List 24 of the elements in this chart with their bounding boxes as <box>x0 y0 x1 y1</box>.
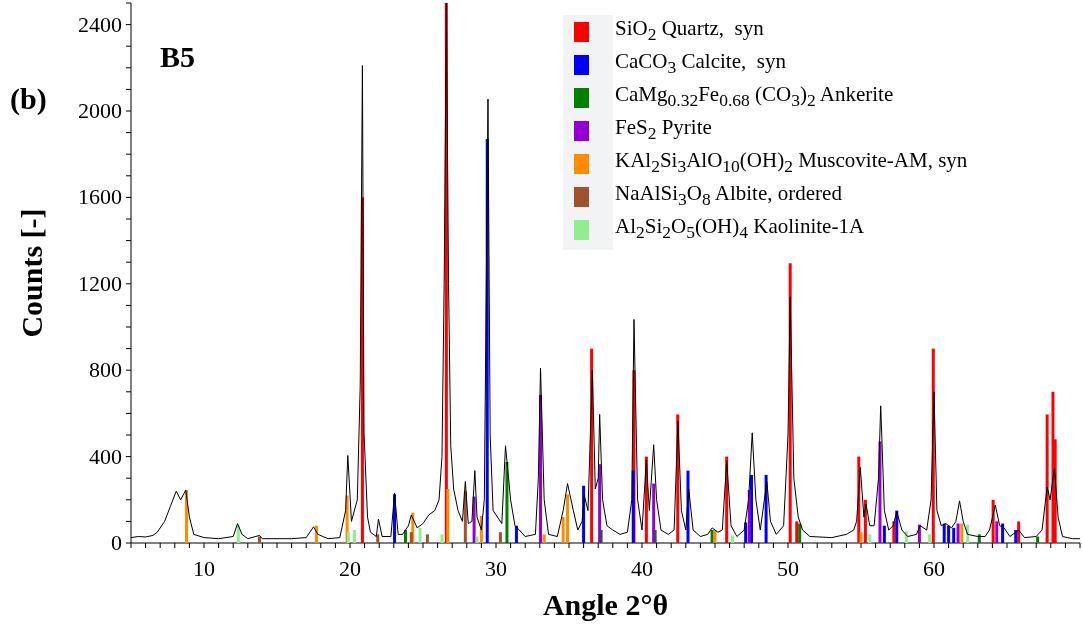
x-tick-label: 50 <box>777 556 799 581</box>
y-tick-label: 1200 <box>78 270 122 296</box>
legend-label: FeS$_{2}$ Pyrite <box>615 115 712 146</box>
legend-label: SiO$_{2}$ Quartz, syn <box>615 16 764 47</box>
annotation: B5 <box>160 40 196 74</box>
y-tick-label: 400 <box>89 443 122 469</box>
text: Al$_{2}$Si$_{2}$O$_{5}$(OH)$_{4}$ Kaolinite-1A <box>615 214 865 243</box>
x-tick-label: 10 <box>193 556 215 581</box>
y-tick-label: 800 <box>89 357 122 383</box>
y-axis-title: Counts [-] <box>15 208 49 338</box>
y-tick-label: 2400 <box>78 11 122 37</box>
legend-label: NaAlSi$_{3}$O$_{8}$ Albite, ordered <box>615 181 842 212</box>
x-tick-label: 60 <box>923 556 945 581</box>
y-tick-label: 0 <box>111 530 122 555</box>
text: CaMg$_{0.32}$Fe$_{0.68}$ (CO$_{3}$)$_{2}$ Ankerite <box>615 82 894 111</box>
x-axis-title: Angle 2°θ <box>541 588 670 622</box>
x-tick-label: 40 <box>631 556 653 581</box>
x-tick-label: 20 <box>339 556 361 581</box>
text: KAl$_{2}$Si$_{3}$AlO$_{10}$(OH)$_{2}$ Muscovite-AM, syn <box>615 148 968 177</box>
text: (b) <box>10 82 47 116</box>
y-tick-label: 1600 <box>78 184 122 210</box>
x-tick-label: 30 <box>485 556 507 581</box>
legend-label: CaCO$_{3}$ Calcite, syn <box>615 49 786 80</box>
y-tick-label: 2000 <box>78 98 122 123</box>
